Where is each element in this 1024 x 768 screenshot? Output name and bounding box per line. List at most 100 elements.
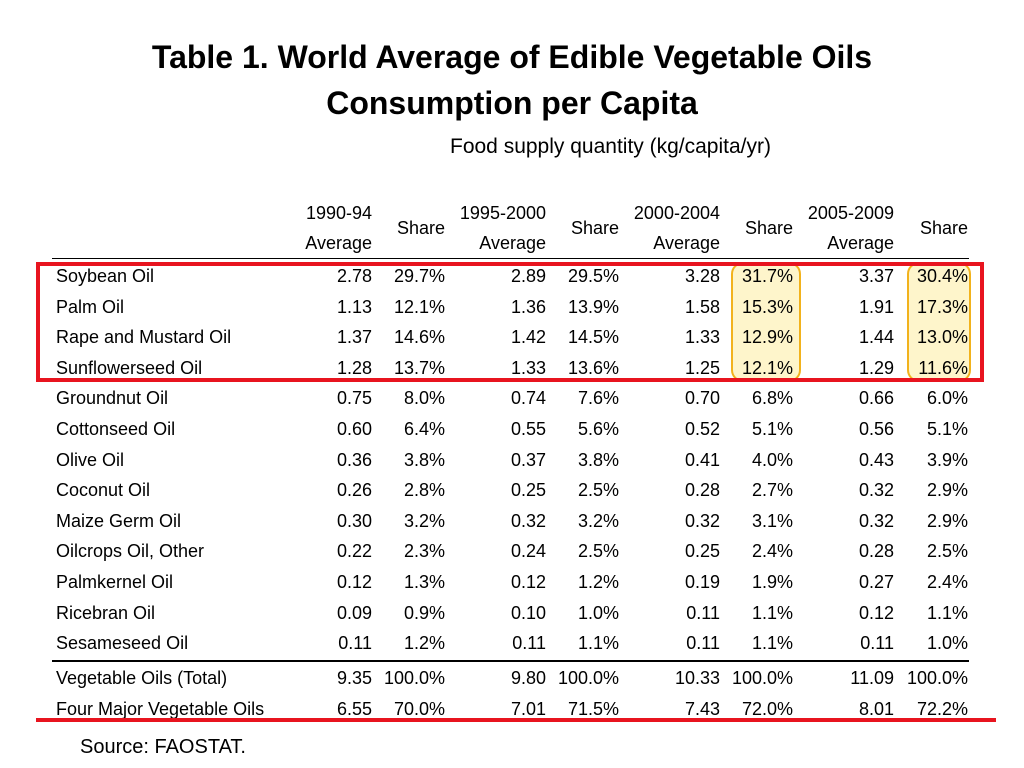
- row-label: Soybean Oil: [56, 266, 155, 286]
- average-cell: 0.32: [858, 510, 894, 531]
- average-cell: 0.27: [858, 572, 894, 592]
- header-share-4: Share: [919, 218, 968, 238]
- header-share-1: Share: [396, 218, 445, 238]
- average-cell: 0.32: [510, 510, 546, 531]
- title-line-2: Consumption per Capita: [326, 85, 698, 121]
- average-cell: 3.28: [684, 266, 720, 286]
- average-cell: 1.44: [858, 327, 894, 348]
- source-note: Source: FAOSTAT.: [80, 736, 246, 758]
- average-cell: 0.25: [684, 541, 720, 562]
- table-row: Cottonseed Oil 0.60 6.4% 0.55 5.6% 0.52 5.1% 0.…: [0, 414, 1024, 445]
- average-cell: 8.01: [858, 699, 894, 719]
- average-cell: 0.26: [336, 480, 372, 501]
- share-cell: 31.7%: [741, 266, 793, 286]
- average-cell: 7.01: [510, 699, 546, 719]
- average-cell: 1.25: [684, 357, 720, 378]
- share-cell: 5.1%: [926, 419, 968, 439]
- average-cell: 0.66: [858, 388, 894, 409]
- share-cell: 3.1%: [751, 510, 793, 531]
- average-cell: 0.25: [510, 480, 546, 501]
- row-label: Oilcrops Oil, Other: [56, 541, 205, 562]
- share-cell: 17.3%: [916, 296, 968, 317]
- share-cell: 3.8%: [403, 449, 445, 470]
- header-share-2: Share: [570, 218, 619, 238]
- average-cell: 7.43: [684, 699, 720, 719]
- average-cell: 0.52: [684, 419, 720, 439]
- share-cell: 5.1%: [751, 419, 793, 439]
- highlight-share-2005-2009: [907, 262, 971, 382]
- header-2005-2009: 2005-2009 Average: [807, 203, 894, 253]
- share-cell: 0.9%: [403, 602, 445, 623]
- average-cell: 0.28: [684, 480, 720, 501]
- row-label: Rape and Mustard Oil: [56, 327, 232, 348]
- average-cell: 0.11: [338, 633, 372, 654]
- share-cell: 13.7%: [393, 357, 445, 378]
- average-cell: 2.78: [336, 266, 372, 286]
- average-cell: 0.11: [512, 633, 546, 654]
- row-label: Palm Oil: [56, 296, 125, 317]
- row-label: Four Major Vegetable Oils: [56, 699, 265, 719]
- share-cell: 1.3%: [403, 572, 445, 592]
- header-rule: [52, 258, 969, 259]
- average-cell: 0.43: [858, 449, 894, 470]
- table-row: Soybean Oil 2.78 29.7% 2.89 29.5% 3.28 31.7% 3.…: [0, 261, 1024, 292]
- average-cell: 0.32: [684, 510, 720, 531]
- share-cell: 6.8%: [751, 388, 793, 409]
- red-underline: [36, 718, 996, 722]
- share-cell: 2.7%: [751, 480, 793, 501]
- share-cell: 70.0%: [393, 699, 445, 719]
- share-cell: 29.7%: [393, 266, 445, 286]
- header-2000-2004: 2000-2004 Average: [633, 203, 720, 253]
- table-subtitle: Food supply quantity (kg/capita/yr): [450, 135, 771, 158]
- table-row: Maize Germ Oil 0.30 3.2% 0.32 3.2% 0.32 3.1% 0.…: [0, 506, 1024, 537]
- average-cell: 2.89: [510, 266, 546, 286]
- share-cell: 30.4%: [916, 266, 968, 286]
- average-cell: 0.11: [860, 633, 894, 654]
- average-cell: 0.55: [510, 419, 546, 439]
- average-cell: 0.22: [336, 541, 372, 562]
- table-row: Coconut Oil 0.26 2.8% 0.25 2.5% 0.28 2.7% 0.32 2…: [0, 475, 1024, 506]
- red-highlight-box: [36, 262, 984, 382]
- table-row: Ricebran Oil 0.09 0.9% 0.10 1.0% 0.11 1.1% 0.12…: [0, 598, 1024, 629]
- share-cell: 2.3%: [403, 541, 445, 562]
- share-cell: 3.2%: [577, 510, 619, 531]
- average-cell: 1.13: [336, 296, 372, 317]
- row-label: Cottonseed Oil: [56, 419, 176, 439]
- average-cell: 0.70: [684, 388, 720, 409]
- share-cell: 2.4%: [751, 541, 793, 562]
- average-cell: 0.60: [336, 419, 372, 439]
- table-row: Palmkernel Oil 0.12 1.3% 0.12 1.2% 0.19 1.9% 0.…: [0, 567, 1024, 598]
- average-cell: 0.37: [510, 449, 546, 470]
- average-cell: 0.41: [684, 449, 720, 470]
- table-row: Sunflowerseed Oil 1.28 13.7% 1.33 13.6% 1.25 1…: [0, 353, 1024, 384]
- share-cell: 100.0%: [383, 668, 445, 688]
- share-cell: 6.4%: [403, 419, 445, 439]
- average-cell: 0.74: [510, 388, 546, 409]
- page-title: Table 1. World Average of Edible Vegetab…: [0, 34, 1024, 126]
- average-cell: 9.35: [336, 668, 372, 688]
- share-cell: 4.0%: [751, 449, 793, 470]
- average-cell: 1.58: [684, 296, 720, 317]
- average-cell: 0.11: [686, 602, 720, 623]
- table-row: Palm Oil 1.13 12.1% 1.36 13.9% 1.58 15.3% 1.91 1…: [0, 292, 1024, 323]
- row-label: Coconut Oil: [56, 480, 151, 501]
- average-cell: 0.28: [858, 541, 894, 562]
- share-cell: 1.9%: [751, 572, 793, 592]
- average-cell: 0.36: [336, 449, 372, 470]
- average-cell: 3.37: [858, 266, 894, 286]
- average-cell: 0.12: [858, 602, 894, 623]
- average-cell: 0.19: [684, 572, 720, 592]
- row-label: Sunflowerseed Oil: [56, 357, 203, 378]
- share-cell: 1.1%: [751, 602, 793, 623]
- header-share-3: Share: [744, 218, 793, 238]
- share-cell: 71.5%: [567, 699, 619, 719]
- share-cell: 3.2%: [403, 510, 445, 531]
- average-cell: 0.09: [336, 602, 372, 623]
- share-cell: 1.0%: [926, 633, 968, 654]
- row-label: Maize Germ Oil: [56, 510, 182, 531]
- row-label: Olive Oil: [56, 449, 125, 470]
- share-cell: 11.6%: [918, 357, 968, 378]
- share-cell: 2.9%: [926, 510, 968, 531]
- title-line-1: Table 1. World Average of Edible Vegetab…: [151, 39, 873, 75]
- header-1995-2000: 1995-2000 Average: [459, 203, 546, 253]
